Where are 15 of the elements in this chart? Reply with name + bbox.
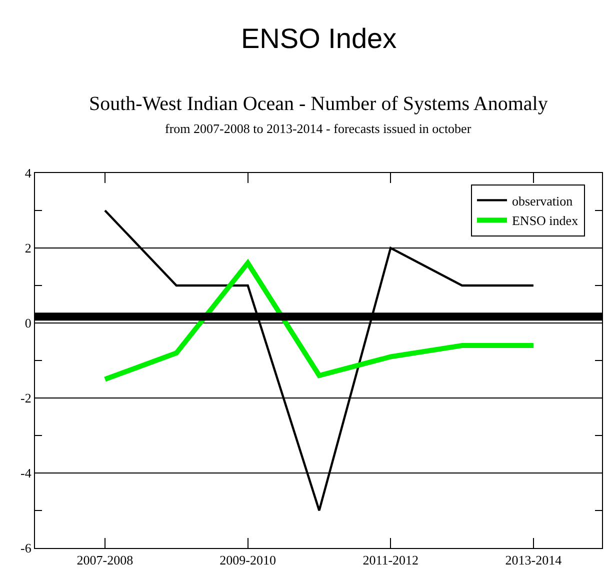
y-tick-label: -4	[20, 466, 32, 481]
legend-label: ENSO index	[512, 213, 579, 228]
y-tick-label: 4	[24, 166, 32, 181]
x-tick-label: 2013-2014	[505, 552, 562, 568]
x-tick-label: 2011-2012	[362, 552, 419, 568]
y-tick-label: 2	[24, 240, 32, 256]
chart-title: ENSO Index	[241, 23, 397, 54]
chart-subtitle: South-West Indian Ocean - Number of Systems Anomaly	[89, 93, 548, 115]
legend-label: observation	[512, 193, 574, 208]
y-tick-label: -2	[20, 390, 32, 406]
text: from 2007-2008 to 2013-2014 - forecasts issued in october	[165, 121, 472, 136]
x-tick-label: 2007-2008	[76, 552, 134, 568]
y-tick-label: -6	[20, 540, 32, 556]
x-tick-label: 2009-2010	[220, 552, 276, 568]
y-tick-label: 0	[24, 316, 32, 331]
